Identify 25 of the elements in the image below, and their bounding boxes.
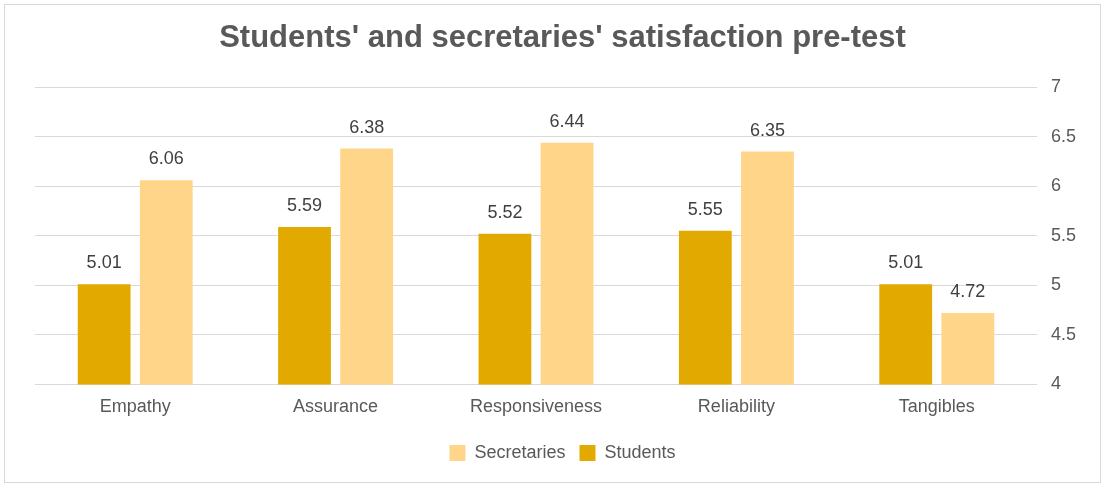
data-label: 5.59 <box>287 194 323 215</box>
y-tick-label: 7 <box>1050 76 1061 97</box>
y-tick-label: 6 <box>1050 175 1061 196</box>
y-tick-label: 4 <box>1050 373 1061 394</box>
data-label: 6.38 <box>349 116 385 137</box>
x-tick-label: Tangibles <box>898 396 975 417</box>
x-tick-label: Reliability <box>697 396 775 417</box>
data-label: 5.55 <box>687 198 723 219</box>
y-tick-label: 5 <box>1050 274 1061 295</box>
x-tick-label: Responsiveness <box>469 396 603 417</box>
chart-title: Students' and secretaries' satisfaction pre-test <box>219 19 906 55</box>
data-label: 6.35 <box>749 119 785 140</box>
data-label: 6.44 <box>549 110 585 131</box>
legend-label: Secretaries <box>474 441 566 462</box>
x-tick-label: Empathy <box>99 396 171 417</box>
y-tick-label: 5.5 <box>1050 224 1077 245</box>
data-label: 6.06 <box>148 148 184 169</box>
y-tick-label: 4.5 <box>1050 323 1077 344</box>
x-tick-label: Assurance <box>293 396 379 417</box>
data-label: 5.01 <box>888 252 924 273</box>
y-tick-label: 6.5 <box>1050 125 1077 146</box>
data-label: 5.52 <box>487 201 523 222</box>
data-label: 5.01 <box>86 252 122 273</box>
legend-label: Students <box>604 441 676 462</box>
data-label: 4.72 <box>950 281 986 302</box>
